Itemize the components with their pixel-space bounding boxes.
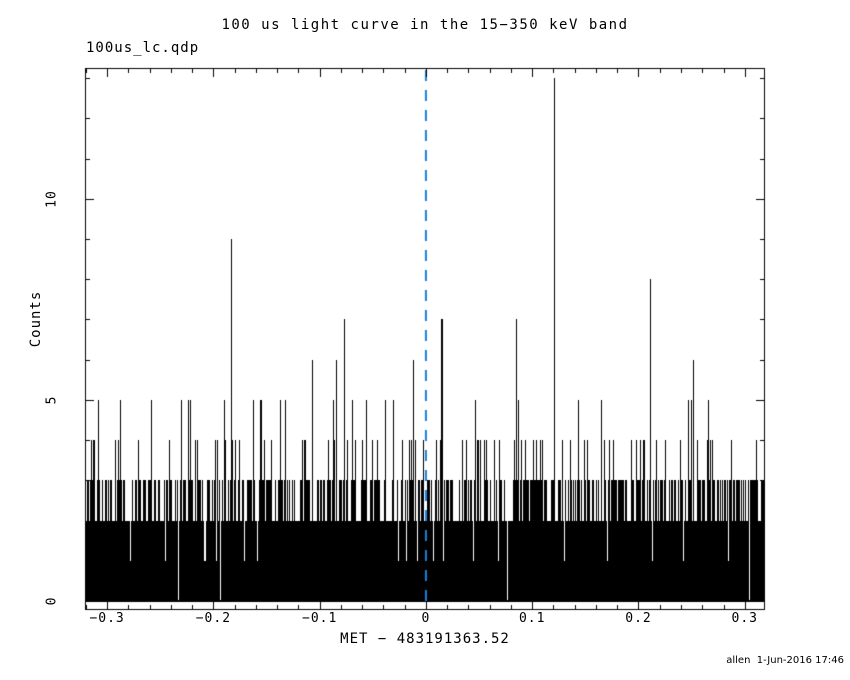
- x-tick-label: −0.2: [195, 611, 232, 626]
- y-axis-label: Counts: [28, 290, 44, 348]
- x-tick-label: 0.1: [518, 611, 546, 626]
- x-axis-label: MET − 483191363.52: [340, 631, 510, 647]
- y-tick-label: 10: [44, 189, 60, 208]
- chart-title: 100 us light curve in the 15−350 keV ban…: [221, 17, 629, 33]
- y-tick-label: 0: [44, 596, 60, 606]
- x-tick-label: 0.2: [625, 611, 652, 626]
- y-tick-label: 5: [44, 395, 60, 405]
- plot-file-label: 100us_lc.qdp: [86, 40, 200, 56]
- x-tick-label: −0.3: [89, 611, 125, 626]
- x-tick-label: 0.3: [731, 611, 758, 626]
- x-tick-label: −0.1: [302, 611, 338, 626]
- credit-stamp: allen 1-Jun-2016 17:46: [726, 655, 844, 666]
- x-tick-label: 0: [421, 611, 431, 626]
